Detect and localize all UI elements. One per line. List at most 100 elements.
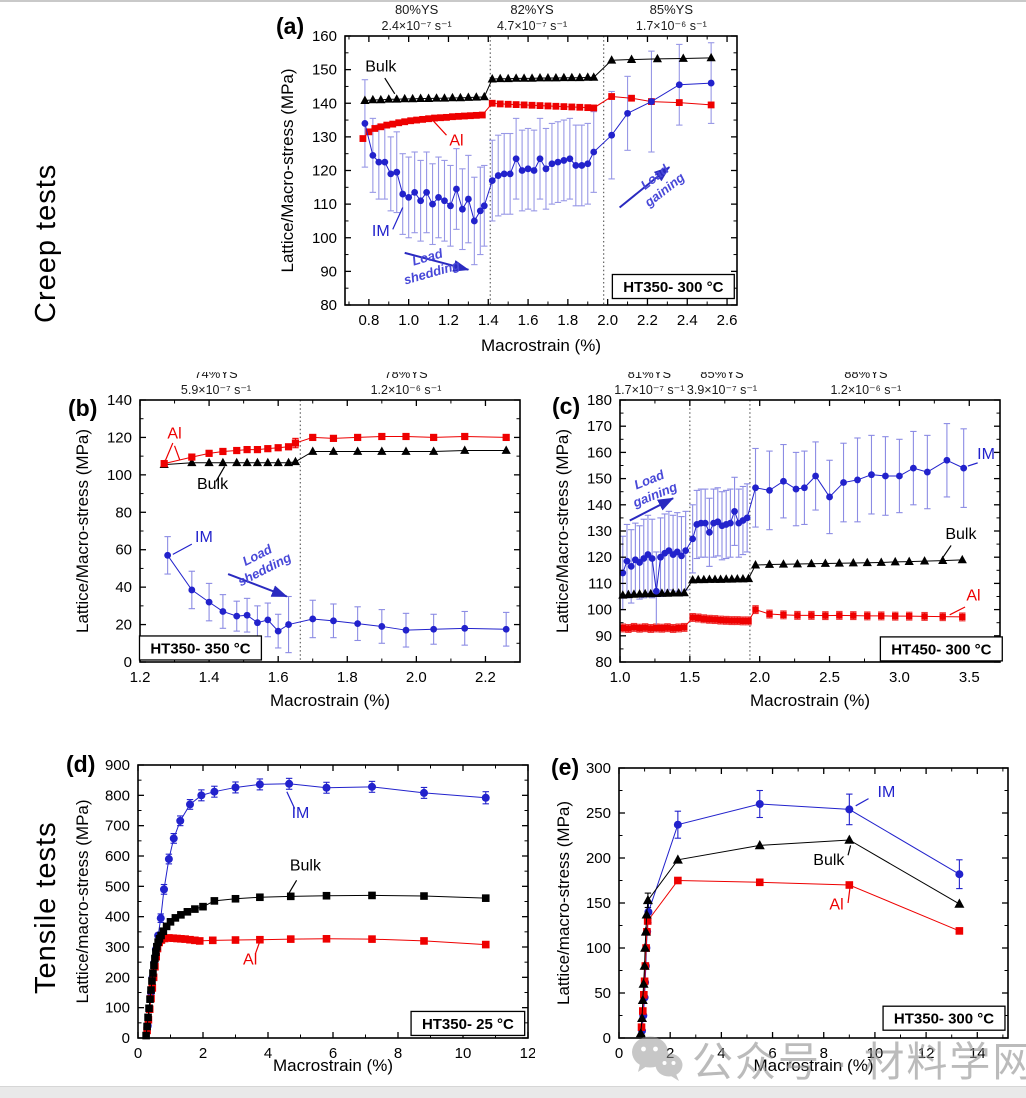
svg-text:10: 10 [867,1045,884,1062]
svg-text:Al: Al [449,132,463,149]
svg-text:140: 140 [107,392,132,409]
svg-text:1.4: 1.4 [478,312,499,329]
panel-c-chart: 1.0 1.5 2.0 2.5 3.0 3.5 80 90 100 110 120 130 140 150… [552,372,1003,710]
svg-text:80: 80 [320,297,337,314]
svg-text:4: 4 [717,1045,725,1062]
bottom-strip [0,1086,1026,1098]
watermark: 公众号 · 材料学网 [630,1028,1026,1088]
panel-tag: (d) [66,751,95,777]
svg-text:100: 100 [107,467,132,484]
annotation-arrows [629,497,674,522]
svg-text:100: 100 [312,230,337,247]
series-Al [619,606,966,632]
panel-e-chart: 0 2 4 6 8 10 12 14 0 50 100 150 200 250 300 IM Bulk Al HT3… [551,754,1009,1075]
axes: 1.2 1.4 1.6 1.8 2.0 2.2 0 20 40 60 80 100 120 140 [107,392,521,686]
svg-text:Bulk: Bulk [365,58,397,75]
svg-text:Al: Al [829,896,843,913]
leader-lines [847,798,869,904]
series-IM [361,79,715,225]
svg-text:HT350- 300 °C: HT350- 300 °C [894,1011,994,1028]
svg-text:1.2: 1.2 [130,669,151,686]
svg-text:IM: IM [292,805,310,822]
x-axis-title: Macrostrain (%) [481,336,601,355]
svg-text:80: 80 [115,504,132,521]
svg-text:Lattice/Macro-stress (MPa): Lattice/Macro-stress (MPa) [73,429,92,633]
panel-tag: (c) [552,393,580,419]
series-Bulk [635,834,965,1038]
annotations: IM Bulk Al [243,805,322,969]
axes: 0 2 4 6 8 10 12 14 0 50 100 150 200 250 300 [586,760,1009,1062]
svg-text:Al: Al [243,951,257,968]
svg-text:2.0: 2.0 [749,669,770,686]
leader-lines [942,462,978,616]
svg-text:8: 8 [820,1045,828,1062]
svg-text:IM: IM [878,784,896,801]
error-bars [619,423,967,633]
x-axis-title: Macrostrain (%) [270,691,390,710]
svg-text:80%YS: 80%YS [395,2,439,17]
svg-text:4.7×10⁻⁷ s⁻¹: 4.7×10⁻⁷ s⁻¹ [497,19,567,33]
y-axis-title: Lattice/macro-stress (MPa) [554,801,573,1005]
svg-text:82%YS: 82%YS [510,2,554,17]
condition-box: HT350- 300 °C [611,273,735,300]
svg-text:Loadshedding: Loadshedding [228,535,294,589]
svg-text:1.6: 1.6 [518,312,539,329]
svg-text:120: 120 [312,163,337,180]
svg-text:HT450- 300 °C: HT450- 300 °C [891,641,991,658]
svg-text:500: 500 [105,878,130,895]
svg-text:1.4: 1.4 [199,669,220,686]
svg-text:HT350- 350 °C: HT350- 350 °C [150,640,250,657]
series-Bulk [618,554,967,599]
region-labels: 81%YS 1.7×10⁻⁷ s⁻¹ 85%YS 3.9×10⁻⁷ s⁻¹ 88%YS 1… [614,372,901,397]
svg-text:6: 6 [768,1045,776,1062]
svg-text:700: 700 [105,818,130,835]
svg-text:3.0: 3.0 [889,669,910,686]
svg-text:2: 2 [666,1045,674,1062]
svg-text:50: 50 [594,985,611,1002]
annotation-arrows [227,573,288,598]
condition-box: HT350- 25 °C [410,1010,526,1037]
section-label-tensile-tests: Tensile tests [30,821,62,994]
svg-text:Bulk: Bulk [945,526,977,543]
svg-text:IM: IM [372,223,390,240]
region-labels: 74%YS 5.9×10⁻⁷ s⁻¹ 78%YS 1.2×10⁻⁶ s⁻¹ [181,372,442,397]
svg-text:90: 90 [595,628,612,645]
svg-text:120: 120 [107,429,132,446]
svg-text:1.7×10⁻⁶ s⁻¹: 1.7×10⁻⁶ s⁻¹ [636,19,707,33]
svg-text:Lattice/macro-stress (MPa): Lattice/macro-stress (MPa) [73,799,92,1003]
svg-text:0: 0 [124,654,132,671]
axes: 0 2 4 6 8 10 12 0 100 200 300 400 500 600 700 800 900 [105,757,535,1062]
svg-text:85%YS: 85%YS [650,2,694,17]
svg-text:Bulk: Bulk [813,852,845,869]
svg-text:12: 12 [918,1045,935,1062]
svg-text:10: 10 [455,1045,472,1062]
svg-text:Bulk: Bulk [290,857,322,874]
svg-text:1.6: 1.6 [268,669,289,686]
axes: 0.8 1.0 1.2 1.4 1.6 1.8 2.0 2.2 2.4 2.6 80 90 100 110… [312,28,738,329]
y-axis-title: Lattice/macro-stress (MPa) [73,799,92,1003]
svg-text:12: 12 [520,1045,535,1062]
series-IM [143,779,490,1030]
svg-text:85%YS: 85%YS [700,372,744,381]
svg-text:120: 120 [587,549,612,566]
panel-a-chart: 0.8 1.0 1.2 1.4 1.6 1.8 2.0 2.2 2.4 2.6 80 90 100 110… [276,2,738,355]
svg-text:5.9×10⁻⁷ s⁻¹: 5.9×10⁻⁷ s⁻¹ [181,383,251,397]
svg-text:180: 180 [587,392,612,409]
svg-text:6: 6 [329,1045,337,1062]
svg-text:900: 900 [105,757,130,774]
svg-text:90: 90 [320,263,337,280]
watermark-text: 公众号 · 材料学网 [692,1039,1026,1085]
svg-text:Lattice/Macro-stress (MPa): Lattice/Macro-stress (MPa) [553,429,572,633]
svg-text:400: 400 [105,909,130,926]
x-axis-title: Macrostrain (%) [273,1056,393,1075]
leader-lines [164,442,226,555]
svg-text:600: 600 [105,848,130,865]
svg-text:110: 110 [313,196,337,213]
svg-text:4: 4 [264,1045,272,1062]
svg-text:2.2: 2.2 [475,669,496,686]
annotation-arrows [404,166,671,272]
series-Bulk [142,891,490,1040]
series-Al [359,93,715,142]
svg-text:110: 110 [588,575,612,592]
